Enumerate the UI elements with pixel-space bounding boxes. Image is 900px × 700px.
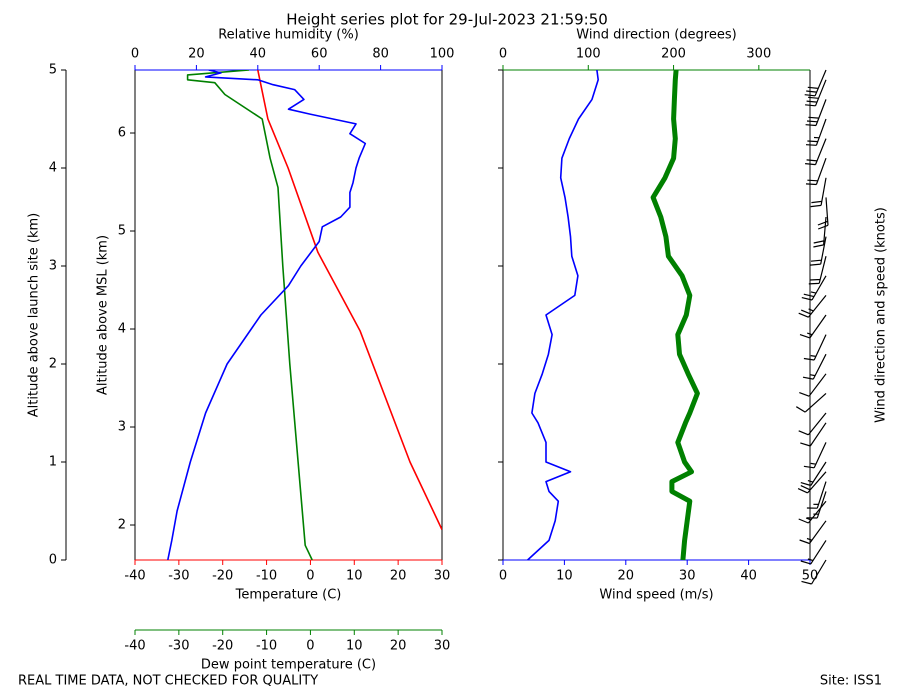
tick-label: -30 [168, 569, 189, 584]
wind-barb [799, 520, 827, 545]
tick-label: 6 [118, 126, 126, 141]
wind-barb [813, 216, 827, 248]
data-line [650, 69, 700, 561]
tick-label: -20 [212, 569, 233, 584]
tick-label: 3 [49, 259, 57, 274]
wind-barb [799, 314, 827, 339]
axis-label: Dew point temperature (C) [201, 658, 376, 673]
wind-barb [810, 177, 827, 208]
tick-label: 2 [49, 357, 57, 372]
tick-label: -20 [212, 639, 233, 654]
wind-barb [802, 353, 827, 380]
tick-label: 100 [576, 47, 601, 62]
tick-label: 10 [346, 639, 363, 654]
chart-title: Height series plot for 29-Jul-2023 21:59… [286, 11, 608, 29]
wind-barb [803, 442, 827, 469]
axis-label: Wind direction (degrees) [576, 28, 736, 43]
wind-barb [817, 197, 829, 230]
wind-barb [801, 559, 827, 585]
tick-label: 20 [618, 569, 635, 584]
tick-label: -30 [168, 639, 189, 654]
wind-barb [806, 481, 827, 509]
footer-note: REAL TIME DATA, NOT CHECKED FOR QUALITY [18, 674, 318, 689]
wind-barb [803, 334, 827, 361]
wind-barb [805, 79, 827, 107]
tick-label: 60 [311, 47, 328, 62]
tick-label: 2 [118, 518, 126, 533]
axis-label: Wind direction and speed (knots) [874, 207, 889, 423]
wind-barb [801, 275, 827, 301]
tick-label: 0 [306, 569, 314, 584]
wind-barb [808, 256, 827, 285]
tick-label: 20 [390, 639, 407, 654]
wind-barb [805, 118, 827, 146]
wind-barb [795, 392, 827, 413]
wind-barb [798, 295, 827, 318]
tick-label: 0 [306, 639, 314, 654]
tick-label: 5 [49, 63, 57, 78]
tick-label: 80 [372, 47, 389, 62]
wind-barb [800, 461, 827, 487]
wind-barb [800, 540, 827, 565]
tick-label: 1 [49, 455, 57, 470]
tick-label: 200 [661, 47, 686, 62]
tick-label: 4 [118, 322, 126, 337]
tick-label: 5 [118, 224, 126, 239]
tick-label: 40 [250, 47, 267, 62]
tick-label: 300 [746, 47, 771, 62]
axis-label: Altitude above launch site (km) [27, 213, 42, 417]
wind-barb [800, 422, 827, 447]
axis-label: Temperature (C) [235, 588, 342, 603]
tick-label: 20 [390, 569, 407, 584]
wind-barb [804, 69, 827, 97]
data-line [167, 70, 367, 560]
tick-label: 3 [118, 420, 126, 435]
axis-label: Altitude above MSL (km) [96, 235, 111, 395]
wind-barb [805, 157, 827, 186]
tick-label: 30 [434, 569, 451, 584]
data-line [257, 70, 442, 530]
wind-barb [798, 412, 827, 436]
wind-barb [797, 471, 827, 494]
wind-barb [810, 236, 827, 266]
tick-label: 100 [430, 47, 455, 62]
tick-label: 30 [679, 569, 696, 584]
tick-label: 10 [346, 569, 363, 584]
tick-label: 0 [49, 553, 57, 568]
data-line [186, 70, 313, 560]
footer-site: Site: ISS1 [820, 674, 882, 689]
tick-label: -40 [124, 639, 145, 654]
tick-label: 30 [434, 639, 451, 654]
tick-label: -40 [124, 569, 145, 584]
tick-label: 10 [556, 569, 573, 584]
axis-label: Wind speed (m/s) [599, 588, 713, 603]
tick-label: 0 [499, 569, 507, 584]
tick-label: 0 [131, 47, 139, 62]
wind-barb [805, 138, 827, 166]
tick-label: -10 [256, 639, 277, 654]
tick-label: 0 [499, 47, 507, 62]
wind-barb [805, 99, 827, 127]
wind-barb [806, 491, 827, 519]
axis-label: Relative humidity (%) [218, 28, 359, 43]
data-line [527, 69, 599, 561]
wind-barb [799, 373, 827, 397]
tick-label: 20 [188, 47, 205, 62]
tick-label: 4 [49, 161, 57, 176]
tick-label: -10 [256, 569, 277, 584]
tick-label: 40 [740, 569, 757, 584]
